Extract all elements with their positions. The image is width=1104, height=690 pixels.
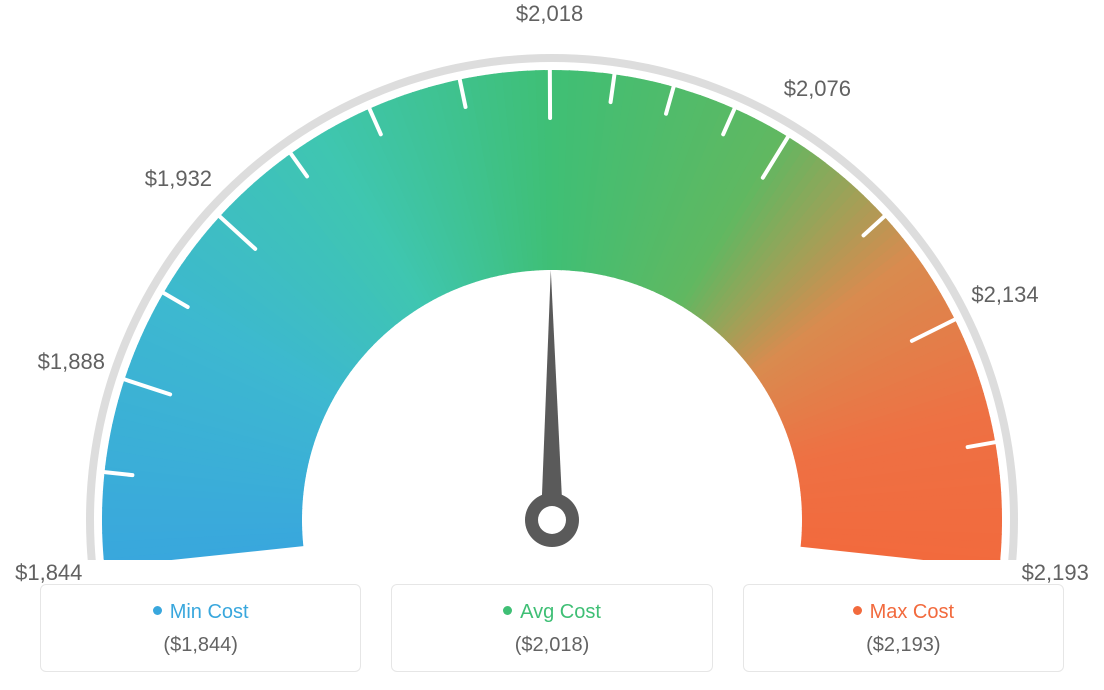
legend-card: Min Cost ($1,844) [40, 584, 361, 672]
gauge-needle [541, 270, 563, 520]
needle-hub-inner [538, 506, 566, 534]
legend-title: Max Cost [754, 601, 1053, 624]
legend-value: ($2,018) [402, 634, 701, 657]
legend-title-text: Min Cost [170, 601, 249, 623]
gauge-tick-label: $1,888 [38, 349, 105, 375]
legend-card: Max Cost ($2,193) [743, 584, 1064, 672]
legend-value: ($1,844) [51, 634, 350, 657]
cost-gauge-container: $1,844 $1,888 $1,932 $2,018 $2,076 $2,134 $2,1… [0, 0, 1104, 690]
legend-card: Avg Cost ($2,018) [391, 584, 712, 672]
gauge-chart: $1,844$1,888$1,932$2,018$2,076$2,134$2,1… [0, 0, 1104, 560]
legend-dot-icon [853, 606, 862, 615]
gauge-tick-label: $1,932 [145, 166, 212, 192]
legend-dot-icon [153, 606, 162, 615]
legend-title: Min Cost [51, 601, 350, 624]
legend-dot-icon [503, 606, 512, 615]
gauge-tick-label: $2,076 [784, 76, 851, 102]
legend-title: Avg Cost [402, 601, 701, 624]
legend-title-text: Avg Cost [520, 601, 601, 623]
gauge-tick-label: $1,844 [15, 560, 82, 586]
gauge-tick-label: $2,018 [516, 1, 583, 27]
legend-title-text: Max Cost [870, 601, 954, 623]
legend-row: Min Cost ($1,844) Avg Cost ($2,018) Max Cost… [40, 584, 1064, 672]
gauge-tick-label: $2,134 [971, 282, 1038, 308]
legend-value: ($2,193) [754, 634, 1053, 657]
gauge-tick-label: $2,193 [1022, 560, 1089, 586]
